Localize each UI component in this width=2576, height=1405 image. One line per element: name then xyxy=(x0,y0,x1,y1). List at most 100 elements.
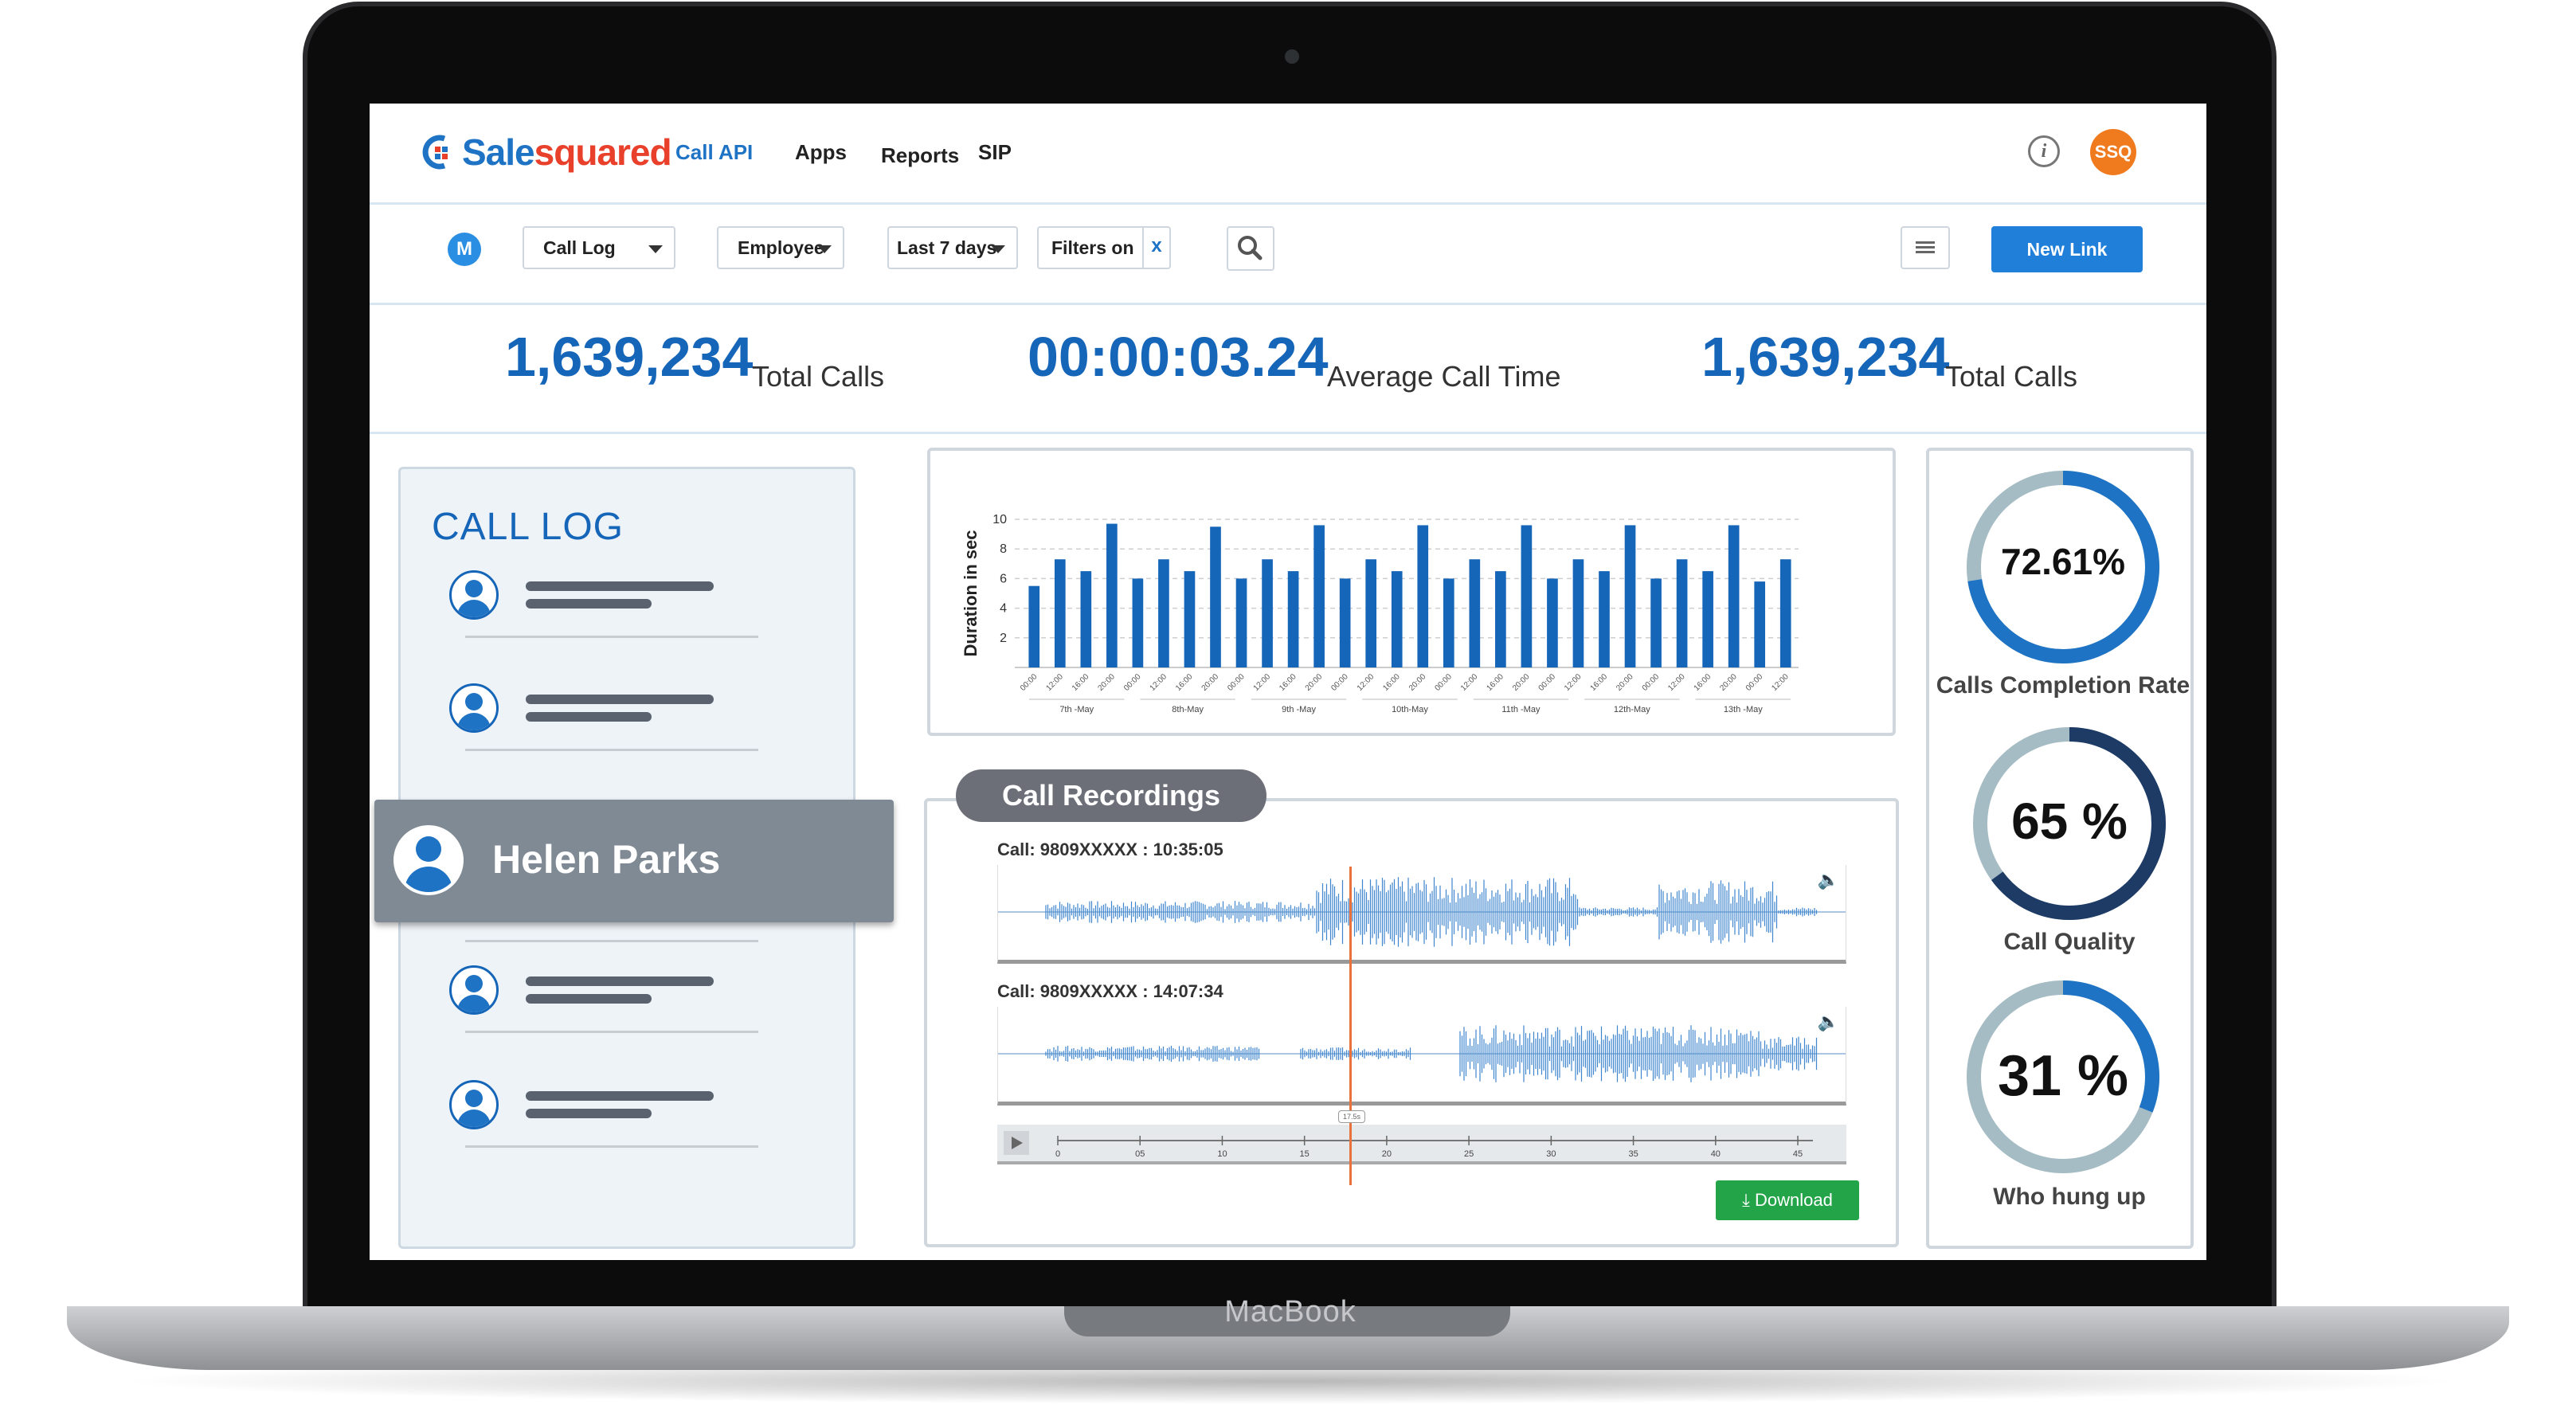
filters-chip[interactable]: Filters on x xyxy=(1037,226,1171,269)
x-tick-label: 20:00 xyxy=(1511,672,1532,693)
group-label: 8th-May xyxy=(1172,705,1204,714)
nav-reports[interactable]: Reports xyxy=(881,143,960,167)
x-tick-label: 12:00 xyxy=(1770,672,1791,693)
m-badge[interactable]: M xyxy=(448,233,481,266)
call-quality-donut xyxy=(1973,727,2166,920)
placeholder-line xyxy=(526,712,652,722)
chart-bar xyxy=(1572,559,1584,667)
laptop-notch xyxy=(1064,1306,1510,1337)
chart-bar xyxy=(1521,525,1533,667)
y-tick-label: 8 xyxy=(1000,542,1007,556)
new-link-button[interactable]: New Link xyxy=(1991,226,2143,272)
y-tick-label: 10 xyxy=(992,513,1007,526)
date-range-select[interactable]: Last 7 days xyxy=(887,226,1018,269)
nav-call-api[interactable]: Call API xyxy=(675,140,754,164)
x-tick-label: 20:00 xyxy=(1407,672,1428,693)
chart-bar xyxy=(1779,559,1791,667)
x-tick-label: 00:00 xyxy=(1433,672,1454,693)
timeline-tick-label: 10 xyxy=(1217,1149,1227,1159)
recording-2-label: Call: 9809XXXXX : 14:07:34 xyxy=(997,981,1223,1001)
chart-bar xyxy=(1443,578,1454,667)
volume-icon[interactable]: 🔈 xyxy=(1817,870,1839,890)
placeholder-line xyxy=(526,695,714,704)
call-log-item[interactable] xyxy=(449,1070,758,1148)
call-log-select[interactable]: Call Log xyxy=(523,226,675,269)
timeline-tick-label: 25 xyxy=(1464,1149,1474,1159)
chevron-down-icon xyxy=(817,245,832,253)
x-tick-label: 12:00 xyxy=(1563,672,1584,693)
employee-select[interactable]: Employee xyxy=(717,226,844,269)
salesquared-logo[interactable]: Salesquared xyxy=(419,127,672,177)
chart-bar xyxy=(1028,585,1040,667)
x-tick-label: 00:00 xyxy=(1019,672,1039,693)
chart-bar xyxy=(1754,581,1766,667)
person-icon xyxy=(449,1080,499,1129)
x-tick-label: 12:00 xyxy=(1356,672,1376,693)
x-tick-label: 12:00 xyxy=(1666,672,1687,693)
nav-apps[interactable]: Apps xyxy=(795,140,847,164)
x-tick-label: 20:00 xyxy=(1718,672,1739,693)
playback-seek-bar[interactable]: 0 05 10 15 20 25 30 35 40 45 xyxy=(997,1125,1846,1164)
person-icon xyxy=(393,825,464,895)
chart-bar xyxy=(1262,559,1273,667)
recording-2-waveform[interactable]: 🔈 xyxy=(997,1007,1846,1106)
chart-bar xyxy=(1599,571,1610,667)
chart-bar xyxy=(1624,525,1636,667)
chart-bar xyxy=(1676,559,1688,667)
timeline-tick-label: 30 xyxy=(1546,1149,1556,1159)
timeline-tick-label: 20 xyxy=(1382,1149,1392,1159)
call-log-item-selected[interactable]: Helen Parks xyxy=(374,800,894,922)
y-axis-label: Duration in sec xyxy=(961,530,981,657)
stat-average-call-time-label: Average Call Time xyxy=(1327,360,1561,393)
stat-total-calls-value-2: 1,639,234 xyxy=(1701,326,1950,388)
volume-icon[interactable]: 🔈 xyxy=(1817,1012,1839,1031)
completion-rate-value: 72.61% xyxy=(2000,541,2125,582)
playhead[interactable] xyxy=(1349,867,1352,1185)
call-log-item[interactable] xyxy=(449,674,758,751)
employee-select-label: Employee xyxy=(738,237,824,258)
waveform-path xyxy=(1045,1025,1818,1082)
chart-bar xyxy=(1417,525,1429,667)
stats-bar: 1,639,234 Total Calls 00:00:03.24 Averag… xyxy=(370,304,2206,434)
chart-bar xyxy=(1391,571,1403,667)
timeline-tick-label: 40 xyxy=(1711,1149,1721,1159)
waveform-1 xyxy=(998,877,1846,947)
hamburger-icon xyxy=(1916,241,1935,253)
x-tick-label: 12:00 xyxy=(1044,672,1065,693)
chart-bar xyxy=(1184,571,1196,667)
who-hung-up-label: Who hung up xyxy=(1993,1184,2146,1210)
filter-toolbar: M Call Log Employee Last 7 days Filters … xyxy=(370,204,2206,305)
call-quality-value: 65 % xyxy=(2011,793,2128,850)
metrics-panel: 72.61% Calls Completion Rate 65 % Call Q… xyxy=(1926,448,2194,1249)
placeholder-line xyxy=(526,994,652,1004)
chart-bar xyxy=(1080,571,1092,667)
call-log-item[interactable] xyxy=(449,561,758,638)
group-label: 12th-May xyxy=(1614,705,1650,714)
info-icon[interactable]: i xyxy=(2028,135,2060,167)
call-duration-chart-panel: 2 4 6 8 10 Duration in sec 00:00 12:00 16:00 20:0… xyxy=(927,448,1896,736)
x-tick-label: 20:00 xyxy=(1097,672,1118,693)
placeholder-line xyxy=(526,599,652,609)
x-tick-label: 20:00 xyxy=(1615,672,1635,693)
clear-filters-button[interactable]: x xyxy=(1142,228,1169,268)
x-tick-label: 20:00 xyxy=(1304,672,1325,693)
nav-sip[interactable]: SIP xyxy=(978,140,1012,164)
call-recordings-title: Call Recordings xyxy=(956,769,1266,822)
call-log-item[interactable] xyxy=(449,956,758,1033)
stat-average-call-time-value: 00:00:03.24 xyxy=(1028,326,1329,388)
x-tick-label: 16:00 xyxy=(1486,672,1506,693)
play-icon[interactable] xyxy=(1004,1131,1029,1155)
recording-1-waveform[interactable]: 🔈 xyxy=(997,865,1846,964)
donut-arc xyxy=(1973,727,2166,920)
search-button[interactable] xyxy=(1227,226,1274,271)
download-label: Download xyxy=(1755,1190,1833,1210)
chevron-down-icon xyxy=(991,245,1005,253)
menu-button[interactable] xyxy=(1901,226,1950,269)
x-tick-label: 12:00 xyxy=(1459,672,1480,693)
download-button[interactable]: ⤓ Download xyxy=(1716,1180,1859,1220)
timeline-tick-label: 0 xyxy=(1055,1149,1060,1159)
user-avatar[interactable]: SSQ xyxy=(2090,129,2136,175)
person-icon xyxy=(449,965,499,1015)
person-icon xyxy=(449,683,499,733)
y-tick-label: 2 xyxy=(1000,632,1007,645)
